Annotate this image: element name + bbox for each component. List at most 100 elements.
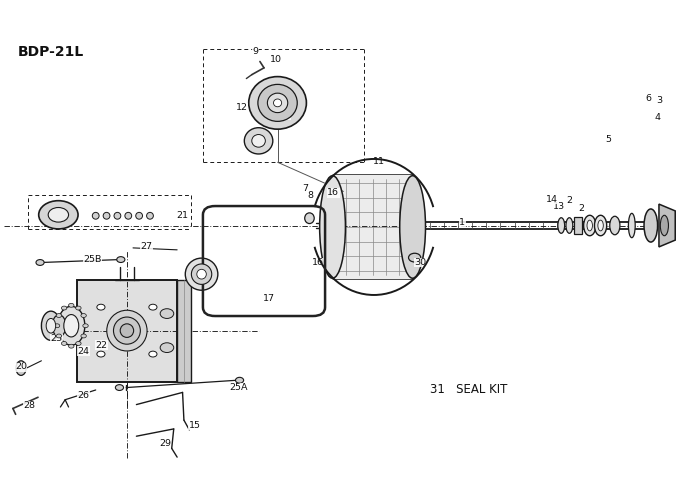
- Text: 31   SEAL KIT: 31 SEAL KIT: [430, 384, 507, 396]
- Ellipse shape: [273, 99, 282, 107]
- Text: 25B: 25B: [83, 255, 101, 264]
- Ellipse shape: [114, 317, 140, 344]
- Ellipse shape: [252, 135, 265, 147]
- Ellipse shape: [660, 215, 668, 236]
- Circle shape: [54, 324, 60, 328]
- Circle shape: [409, 253, 421, 262]
- Ellipse shape: [558, 218, 564, 233]
- Ellipse shape: [587, 220, 592, 231]
- Ellipse shape: [244, 128, 273, 154]
- Ellipse shape: [41, 311, 61, 340]
- Text: 16: 16: [327, 188, 339, 198]
- Circle shape: [75, 342, 81, 346]
- Ellipse shape: [628, 213, 635, 238]
- Text: 27: 27: [141, 242, 152, 251]
- Text: 21: 21: [177, 211, 188, 220]
- Ellipse shape: [594, 215, 607, 236]
- Text: 5: 5: [605, 135, 611, 144]
- Ellipse shape: [197, 269, 206, 279]
- Text: 13: 13: [553, 202, 565, 210]
- Text: 18: 18: [195, 270, 207, 279]
- Circle shape: [75, 306, 81, 310]
- Bar: [574, 217, 582, 234]
- Ellipse shape: [52, 315, 66, 337]
- Ellipse shape: [136, 212, 143, 219]
- Text: 30: 30: [414, 258, 426, 267]
- Ellipse shape: [191, 264, 211, 285]
- Circle shape: [149, 304, 157, 310]
- Circle shape: [69, 344, 74, 348]
- Circle shape: [81, 334, 86, 338]
- Ellipse shape: [185, 258, 218, 290]
- Text: 24: 24: [78, 346, 90, 356]
- Text: 14: 14: [547, 195, 558, 203]
- Ellipse shape: [103, 212, 110, 219]
- Ellipse shape: [107, 310, 147, 351]
- Ellipse shape: [566, 218, 573, 233]
- Text: BDP-21L: BDP-21L: [18, 45, 84, 59]
- Ellipse shape: [114, 212, 121, 219]
- Circle shape: [69, 304, 74, 307]
- Text: 12: 12: [235, 103, 248, 112]
- Text: 22: 22: [95, 341, 107, 350]
- Text: 25A: 25A: [229, 383, 248, 392]
- Circle shape: [97, 304, 105, 310]
- Text: 9: 9: [252, 47, 258, 56]
- Text: 11: 11: [373, 157, 386, 166]
- Ellipse shape: [249, 77, 307, 129]
- Text: 10: 10: [269, 55, 282, 63]
- Circle shape: [97, 351, 105, 357]
- Ellipse shape: [258, 84, 297, 122]
- Polygon shape: [333, 175, 413, 279]
- Ellipse shape: [58, 306, 85, 345]
- Text: 23: 23: [50, 334, 63, 344]
- Text: 8: 8: [307, 191, 313, 200]
- Ellipse shape: [120, 324, 134, 337]
- Bar: [177, 280, 190, 382]
- Text: 19: 19: [278, 111, 290, 120]
- Text: 20: 20: [15, 362, 27, 371]
- Ellipse shape: [125, 212, 132, 219]
- Ellipse shape: [400, 176, 426, 278]
- Bar: [77, 280, 177, 382]
- Text: 17: 17: [262, 294, 275, 303]
- Circle shape: [83, 324, 88, 328]
- Text: 16: 16: [312, 258, 324, 267]
- Circle shape: [81, 314, 86, 318]
- Circle shape: [56, 334, 62, 338]
- Circle shape: [160, 309, 174, 319]
- Text: 7: 7: [302, 183, 308, 193]
- Text: 15: 15: [189, 421, 201, 429]
- Circle shape: [61, 342, 67, 346]
- Ellipse shape: [644, 209, 658, 242]
- Circle shape: [160, 343, 174, 352]
- Ellipse shape: [583, 215, 596, 236]
- Text: 29: 29: [159, 439, 171, 448]
- Circle shape: [36, 260, 44, 265]
- Ellipse shape: [305, 213, 314, 224]
- Text: 1: 1: [459, 218, 465, 226]
- Text: 4: 4: [655, 113, 660, 122]
- Polygon shape: [659, 204, 675, 247]
- Text: 3: 3: [656, 96, 662, 105]
- Ellipse shape: [320, 176, 345, 278]
- Circle shape: [149, 351, 157, 357]
- Circle shape: [117, 257, 125, 263]
- Circle shape: [61, 306, 67, 310]
- Ellipse shape: [39, 201, 78, 229]
- Ellipse shape: [46, 319, 56, 333]
- Circle shape: [116, 385, 124, 390]
- Ellipse shape: [598, 220, 603, 231]
- Text: 6: 6: [646, 94, 651, 102]
- Ellipse shape: [610, 216, 620, 235]
- Circle shape: [56, 314, 62, 318]
- Text: 26: 26: [78, 391, 90, 400]
- Text: 2: 2: [579, 204, 585, 213]
- Circle shape: [235, 377, 243, 383]
- Ellipse shape: [64, 315, 79, 337]
- Text: 28: 28: [23, 401, 35, 410]
- Ellipse shape: [48, 207, 69, 222]
- Ellipse shape: [16, 361, 26, 375]
- Text: 2: 2: [566, 196, 573, 204]
- Ellipse shape: [92, 212, 99, 219]
